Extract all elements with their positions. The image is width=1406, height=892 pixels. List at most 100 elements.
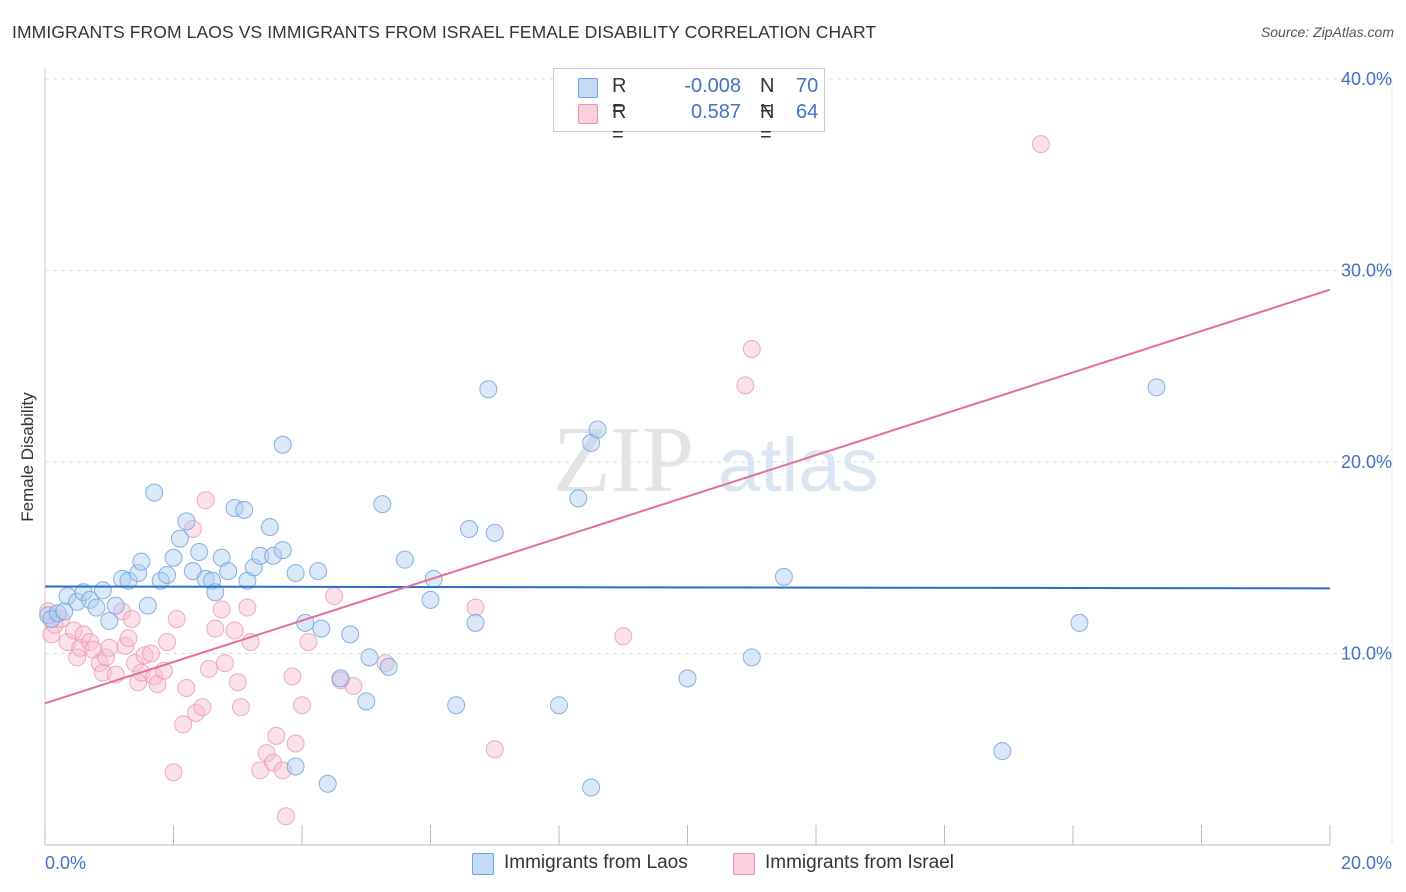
israel-point: [286, 734, 305, 753]
israel-point: [293, 696, 311, 715]
laos-point: [80, 590, 99, 609]
laos-point: [273, 435, 292, 454]
laos-point: [588, 420, 607, 439]
laos-point: [286, 564, 305, 583]
laos-point: [357, 692, 376, 711]
laos-point: [203, 571, 222, 590]
israel-point: [158, 633, 177, 652]
laos-point: [177, 512, 196, 531]
laos-point: [260, 518, 279, 537]
laos-point: [318, 774, 337, 793]
israel-point: [97, 648, 116, 667]
laos-point: [286, 757, 305, 776]
israel-point: [228, 673, 247, 692]
laos-point: [129, 564, 148, 583]
israel-point: [177, 678, 196, 697]
laos-point: [100, 611, 119, 630]
laos-point: [360, 648, 379, 667]
israel-point: [183, 520, 202, 539]
laos-point: [235, 500, 254, 519]
israel-point: [231, 698, 250, 717]
y-axis-labels: 10.0% 20.0% 30.0% 40.0%: [1341, 69, 1392, 664]
laos-point: [251, 546, 270, 565]
israel-point: [225, 621, 244, 640]
laos-swatch: [578, 78, 598, 98]
israel-point: [142, 644, 161, 663]
laos-point: [264, 546, 283, 565]
laos-point: [273, 541, 292, 560]
laos-point: [993, 742, 1012, 761]
r-label: R =: [612, 101, 627, 146]
chart-title: IMMIGRANTS FROM LAOS VS IMMIGRANTS FROM …: [12, 22, 877, 42]
israel-point: [215, 654, 234, 673]
n-label: N =: [760, 75, 775, 120]
laos-trend-line: [44, 585, 1331, 590]
stats-legend: R = -0.008 N = 70 R = 0.587 N = 64: [553, 68, 825, 146]
israel-point: [193, 698, 212, 717]
israel-point: [736, 376, 755, 395]
laos-point: [1147, 378, 1166, 397]
laos-point: [678, 669, 697, 688]
r-value: -0.008: [684, 75, 741, 97]
x-tick-label: 20.0%: [1341, 853, 1392, 873]
israel-point: [125, 654, 144, 673]
laos-point: [395, 550, 414, 569]
laos-point: [158, 565, 177, 584]
series-laos-points: [39, 378, 1166, 797]
israel-trend-line: [44, 288, 1331, 705]
israel-point: [276, 807, 295, 826]
laos-point: [132, 552, 151, 571]
y-tick-label: 40.0%: [1341, 69, 1392, 89]
series-israel-points: [39, 135, 1050, 826]
laos-point: [190, 543, 209, 562]
r-label: R =: [612, 75, 627, 120]
laos-point: [582, 778, 601, 797]
x-tick-label: 0.0%: [45, 853, 86, 873]
israel-point: [283, 667, 302, 686]
israel-point: [206, 619, 225, 638]
israel-point: [267, 726, 286, 745]
laos-point: [206, 583, 225, 602]
laos-point: [145, 483, 164, 502]
laos-point: [460, 520, 479, 539]
y-axis-title: Female Disability: [18, 392, 37, 522]
n-label: N =: [760, 101, 775, 146]
trend-lines: [44, 288, 1331, 705]
watermark-zip: ZIP: [553, 408, 694, 512]
israel-point: [164, 763, 183, 782]
israel-point: [135, 646, 154, 665]
laos-point: [244, 558, 263, 577]
israel-point: [264, 753, 283, 772]
laos-point: [138, 596, 157, 615]
laos-point: [87, 598, 106, 617]
israel-point: [74, 625, 93, 644]
israel-point: [42, 625, 61, 644]
laos-point: [164, 548, 183, 567]
laos-point: [119, 571, 138, 590]
israel-point: [325, 587, 344, 606]
laos-point: [774, 567, 793, 586]
watermark-atlas: atlas: [718, 423, 879, 508]
laos-point: [1070, 613, 1089, 632]
legend-label-laos: Immigrants from Laos: [504, 852, 688, 873]
israel-point: [742, 340, 761, 359]
legend-label-israel: Immigrants from Israel: [765, 852, 954, 873]
laos-point: [106, 596, 125, 615]
y-tick-label: 10.0%: [1341, 644, 1392, 664]
laos-point: [421, 590, 440, 609]
laos-point: [485, 523, 504, 542]
israel-point: [238, 598, 257, 617]
israel-point: [199, 659, 218, 678]
laos-point: [742, 648, 761, 667]
israel-point: [119, 629, 138, 648]
israel-swatch: [578, 104, 598, 124]
laos-point: [170, 529, 189, 548]
israel-point: [167, 610, 186, 629]
laos-point: [379, 657, 398, 676]
laos-point: [309, 562, 328, 581]
israel-swatch: [733, 853, 755, 875]
n-value: 70: [796, 75, 819, 97]
israel-point: [122, 610, 141, 629]
israel-point: [174, 715, 193, 734]
